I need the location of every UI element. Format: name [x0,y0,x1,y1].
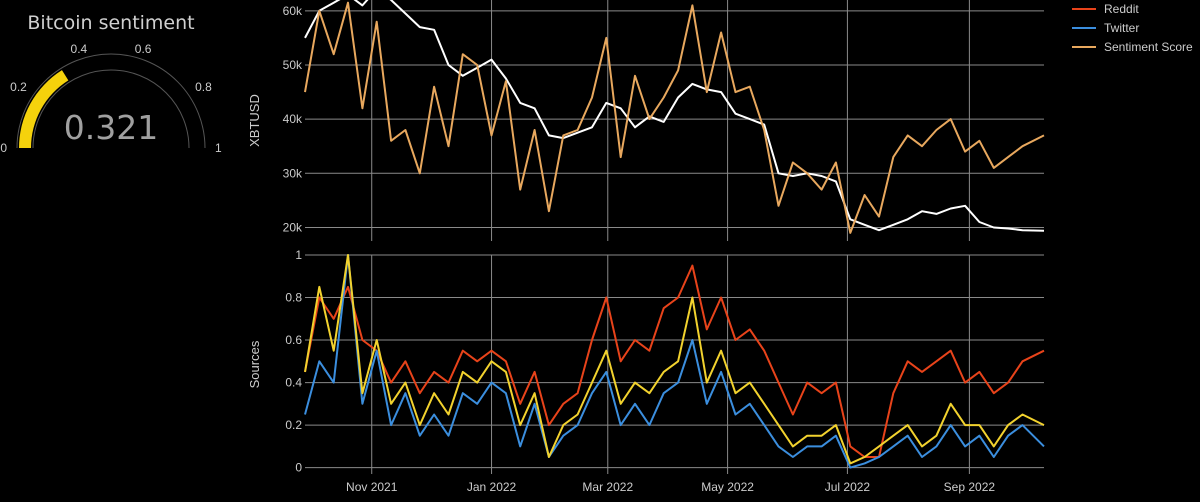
x-tick-label: Jul 2022 [825,480,871,494]
legend-label-reddit: Reddit [1104,2,1139,16]
sources-chart-lines [304,254,1045,469]
price-chart: 20k 30k 40k 50k 60k XBTUSD [247,0,1045,241]
x-tick-label: Nov 2021 [346,480,398,494]
x-tick-label: Jan 2022 [467,480,517,494]
y-tick-label: 1 [295,248,302,262]
legend-item-sentiment-score[interactable]: Sentiment Score [1072,40,1193,54]
sources-chart-y-ticks: 0 0.2 0.4 0.6 0.8 1 [285,248,302,475]
y-tick-label: 60k [283,4,303,18]
gauge-tick-label: 0.8 [195,80,212,94]
legend-item-reddit[interactable]: Reddit [1072,2,1139,16]
price-chart-y-title: XBTUSD [247,94,262,147]
chart-legend[interactable]: Reddit Twitter Sentiment Score [1072,2,1193,54]
x-tick-label: Mar 2022 [582,480,633,494]
x-tick-label: Sep 2022 [944,480,996,494]
legend-item-twitter[interactable]: Twitter [1072,21,1139,35]
sources-chart-y-title: Sources [247,340,262,388]
series-line-xbtusd-price [304,0,1045,232]
series-line-sentiment-score [304,254,1045,465]
sources-chart: 0 0.2 0.4 0.6 0.8 1 Nov 2021 Jan 2022 Mar 2022 M… [247,248,1045,494]
y-tick-label: 0.6 [285,333,302,347]
gauge-tick-label: 0 [0,141,7,155]
sentiment-gauge: Bitcoin sentiment 0.321 0 0.2 0.4 0.6 0.8 1 [0,12,222,155]
y-tick-label: 0.2 [285,418,302,432]
gauge-tick-label: 0.4 [71,42,88,56]
gauge-tick-label: 0.2 [10,80,27,94]
price-chart-y-ticks: 20k 30k 40k 50k 60k [283,4,303,235]
gauge-value: 0.321 [64,108,158,147]
x-tick-label: May 2022 [701,480,754,494]
series-line-twitter [304,254,1045,469]
gauge-track [16,53,206,149]
gauge-tick-label: 0.6 [135,42,152,56]
series-line-reddit [304,264,1045,458]
sources-chart-x-ticks: Nov 2021 Jan 2022 Mar 2022 May 2022 Jul 2022… [346,480,995,494]
gauge-title: Bitcoin sentiment [27,12,194,34]
y-tick-label: 40k [283,112,303,126]
price-chart-grid [305,0,1044,241]
gauge-fill-bar [19,70,69,148]
series-line-sentiment-score [304,1,1045,234]
y-tick-label: 20k [283,220,303,234]
y-tick-label: 0.8 [285,291,302,305]
y-tick-label: 0.4 [285,376,302,390]
gauge-tick-label: 1 [215,141,222,155]
y-tick-label: 0 [295,461,302,475]
legend-label-sentiment-score: Sentiment Score [1104,40,1193,54]
y-tick-label: 30k [283,166,303,180]
price-chart-lines [304,0,1045,234]
gauge-tick-labels: 0 0.2 0.4 0.6 0.8 1 [0,42,222,155]
y-tick-label: 50k [283,58,303,72]
legend-label-twitter: Twitter [1104,21,1139,35]
sources-chart-grid [305,254,1044,474]
